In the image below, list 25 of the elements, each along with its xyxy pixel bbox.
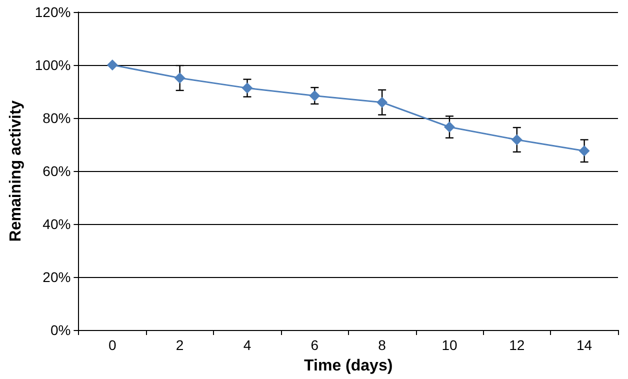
y-tick-label: 100% (34, 57, 71, 73)
x-axis-title: Time (days) (304, 358, 393, 374)
x-tick-label: 6 (310, 337, 319, 353)
point (376, 96, 388, 108)
x-tick-label: 14 (576, 337, 592, 353)
point (174, 72, 186, 84)
y-tick-label: 20% (42, 269, 71, 285)
point (511, 134, 522, 146)
point (578, 145, 590, 156)
y-tick-label: 60% (42, 163, 71, 179)
x-tick-label: 4 (243, 337, 252, 353)
x-tick-label: 12 (509, 337, 525, 353)
point (444, 122, 455, 133)
y-tick-label: 120% (34, 4, 71, 20)
x-tick-label: 10 (442, 337, 458, 353)
point (106, 60, 118, 70)
y-tick-label: 80% (42, 110, 71, 126)
point (242, 82, 253, 94)
x-tick-label: 8 (378, 337, 386, 353)
y-axis-title: Remaining activity (8, 100, 24, 242)
point (309, 90, 320, 102)
y-tick-label: 40% (42, 216, 71, 232)
y-tick-label: 0% (50, 322, 71, 338)
x-tick-label: 0 (108, 337, 117, 353)
x-tick-label: 2 (176, 337, 184, 353)
